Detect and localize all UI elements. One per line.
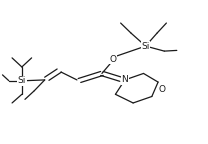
Text: Si: Si bbox=[18, 76, 26, 85]
Text: N: N bbox=[121, 75, 128, 84]
Text: Si: Si bbox=[141, 42, 150, 51]
Text: O: O bbox=[110, 55, 117, 64]
Text: O: O bbox=[159, 85, 166, 94]
